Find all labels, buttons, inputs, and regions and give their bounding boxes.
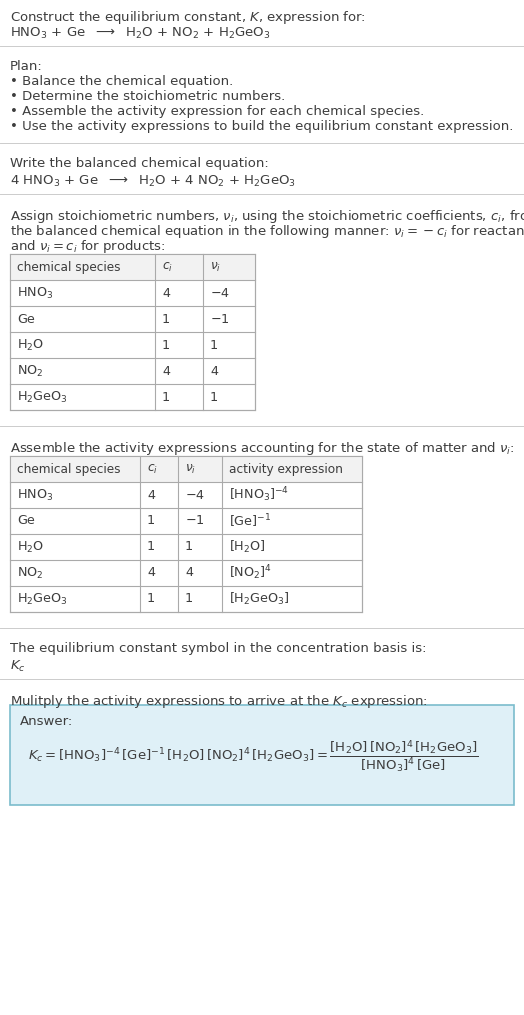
Text: The equilibrium constant symbol in the concentration basis is:: The equilibrium constant symbol in the c… [10,642,427,655]
Text: Construct the equilibrium constant, $K$, expression for:: Construct the equilibrium constant, $K$,… [10,9,366,26]
Text: • Use the activity expressions to build the equilibrium constant expression.: • Use the activity expressions to build … [10,120,514,133]
Text: 4: 4 [147,488,155,501]
Text: $[\mathrm{H_2O}]$: $[\mathrm{H_2O}]$ [229,539,266,555]
Text: 4: 4 [162,364,170,378]
Text: $\nu_i$: $\nu_i$ [185,463,196,476]
Text: $-$4: $-$4 [185,488,205,501]
Text: $[\mathrm{HNO_3}]^{-4}$: $[\mathrm{HNO_3}]^{-4}$ [229,485,289,504]
Text: $c_i$: $c_i$ [162,261,173,274]
Text: 1: 1 [147,515,155,528]
Text: 4: 4 [147,566,155,580]
Text: Mulitply the activity expressions to arrive at the $K_c$ expression:: Mulitply the activity expressions to arr… [10,693,428,710]
Text: • Balance the chemical equation.: • Balance the chemical equation. [10,75,233,88]
Text: $\mathrm{HNO_3}$: $\mathrm{HNO_3}$ [17,285,53,300]
Bar [10,254,255,280]
Text: $\mathrm{H_2GeO_3}$: $\mathrm{H_2GeO_3}$ [17,390,68,405]
Text: the balanced chemical equation in the following manner: $\nu_i = -c_i$ for react: the balanced chemical equation in the fo… [10,223,524,240]
Text: Plan:: Plan: [10,60,43,73]
Text: chemical species: chemical species [17,463,121,475]
Text: and $\nu_i = c_i$ for products:: and $\nu_i = c_i$ for products: [10,238,166,255]
Bar [10,254,255,410]
Text: activity expression: activity expression [229,463,343,475]
Text: $\mathrm{H_2O}$: $\mathrm{H_2O}$ [17,337,44,352]
Text: $\mathrm{NO_2}$: $\mathrm{NO_2}$ [17,363,43,379]
Text: $\mathrm{HNO_3}$: $\mathrm{HNO_3}$ [17,487,53,502]
Text: $[\mathrm{NO_2}]^4$: $[\mathrm{NO_2}]^4$ [229,563,272,583]
Text: 1: 1 [147,593,155,606]
Text: 1: 1 [162,338,170,351]
Text: $K_c = [\mathrm{HNO_3}]^{-4}\,[\mathrm{Ge}]^{-1}\,[\mathrm{H_2O}]\,[\mathrm{NO_2: $K_c = [\mathrm{HNO_3}]^{-4}\,[\mathrm{G… [28,739,478,775]
Text: $\mathrm{H_2GeO_3}$: $\mathrm{H_2GeO_3}$ [17,592,68,607]
Text: $c_i$: $c_i$ [147,463,158,476]
Text: $K_c$: $K_c$ [10,659,26,674]
Bar [10,456,362,482]
Text: $-$1: $-$1 [210,313,230,326]
Text: Ge: Ge [17,515,35,528]
Text: 4: 4 [162,286,170,299]
Text: Answer:: Answer: [20,715,73,728]
Text: • Determine the stoichiometric numbers.: • Determine the stoichiometric numbers. [10,90,285,103]
Text: $\mathrm{NO_2}$: $\mathrm{NO_2}$ [17,565,43,581]
Text: chemical species: chemical species [17,261,121,273]
Text: $\mathrm{H_2O}$: $\mathrm{H_2O}$ [17,539,44,554]
Text: $\mathrm{HNO_3}$ + Ge  $\longrightarrow$  $\mathrm{H_2O}$ + $\mathrm{NO_2}$ + $\: $\mathrm{HNO_3}$ + Ge $\longrightarrow$ … [10,26,270,41]
Text: 1: 1 [147,541,155,553]
Text: Assign stoichiometric numbers, $\nu_i$, using the stoichiometric coefficients, $: Assign stoichiometric numbers, $\nu_i$, … [10,208,524,225]
FancyBboxPatch shape [10,705,514,805]
Text: $-$1: $-$1 [185,515,205,528]
Text: 1: 1 [210,391,218,404]
Text: $[\mathrm{H_2GeO_3}]$: $[\mathrm{H_2GeO_3}]$ [229,591,290,607]
Text: 1: 1 [210,338,218,351]
Text: $\nu_i$: $\nu_i$ [210,261,221,274]
Text: Write the balanced chemical equation:: Write the balanced chemical equation: [10,157,269,170]
Text: $-$4: $-$4 [210,286,230,299]
Text: $[\mathrm{Ge}]^{-1}$: $[\mathrm{Ge}]^{-1}$ [229,513,271,530]
Text: Ge: Ge [17,313,35,326]
Text: 4: 4 [210,364,218,378]
Text: 4 $\mathrm{HNO_3}$ + Ge  $\longrightarrow$  $\mathrm{H_2O}$ + 4 $\mathrm{NO_2}$ : 4 $\mathrm{HNO_3}$ + Ge $\longrightarrow… [10,174,296,189]
Bar [10,456,362,612]
Text: 1: 1 [162,313,170,326]
Text: 1: 1 [162,391,170,404]
Text: Assemble the activity expressions accounting for the state of matter and $\nu_i$: Assemble the activity expressions accoun… [10,439,515,457]
Text: 4: 4 [185,566,193,580]
Text: 1: 1 [185,593,193,606]
Text: • Assemble the activity expression for each chemical species.: • Assemble the activity expression for e… [10,105,424,118]
Text: 1: 1 [185,541,193,553]
